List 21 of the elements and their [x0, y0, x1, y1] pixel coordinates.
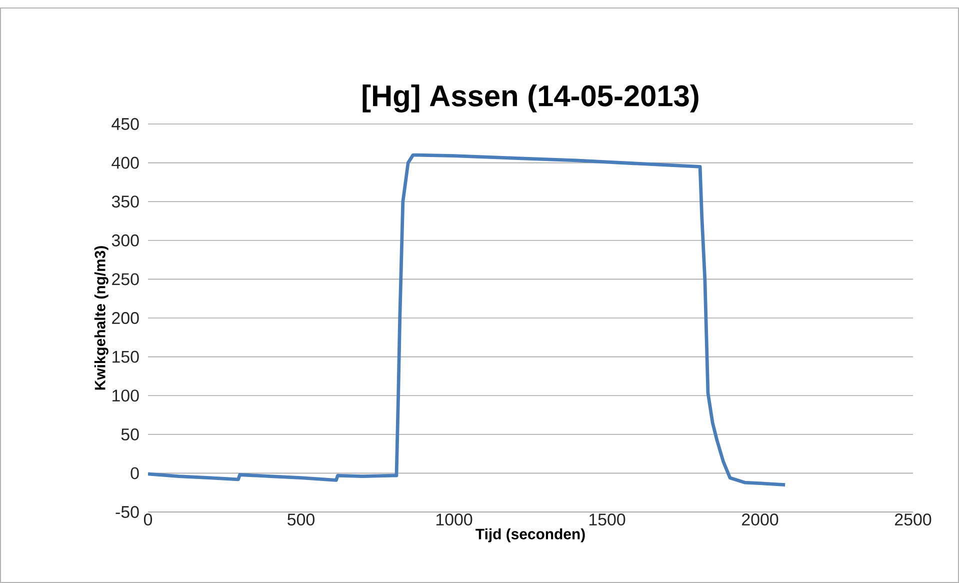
x-tick-label: 1000 [436, 514, 472, 526]
y-tick-label: 350 [112, 196, 139, 208]
x-tick-label: 2000 [742, 514, 778, 526]
line-series [148, 153, 787, 487]
y-tick-label: 400 [112, 156, 139, 169]
x-tick-label: 500 [288, 514, 314, 526]
x-tick-label: 2500 [895, 514, 932, 526]
y-tick-label: 50 [121, 428, 139, 440]
y-tick-label: 300 [112, 234, 139, 246]
y-tick-label: 0 [130, 467, 139, 480]
x-tick-label: 0 [144, 514, 152, 526]
x-tick-label: 1500 [589, 514, 626, 526]
y-tick-label: 250 [112, 273, 139, 286]
y-tick-label: 100 [112, 390, 139, 402]
chart-title: [Hg] Assen (14-05-2013) [362, 84, 698, 113]
y-axis-title: Kwikgehalte (ng/m3) [94, 246, 108, 390]
y-tick-label: 450 [112, 118, 139, 130]
x-axis-title: Tijd (seconden) [476, 528, 585, 542]
y-tick-label: -50 [116, 506, 139, 518]
y-tick-label: 200 [112, 312, 139, 324]
y-tick-label: 150 [112, 350, 139, 363]
